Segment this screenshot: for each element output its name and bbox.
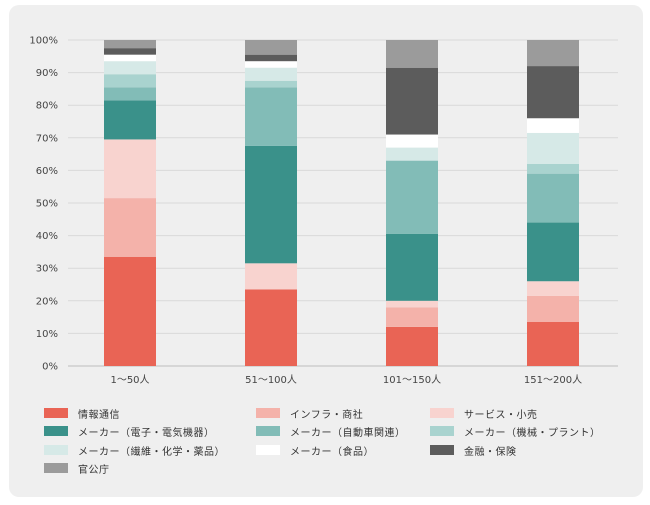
legend-item: メーカー（繊維・化学・薬品） bbox=[44, 443, 225, 458]
y-tick-label: 10% bbox=[36, 329, 58, 340]
bar-segment bbox=[386, 300, 438, 308]
legend-label: 官公庁 bbox=[78, 464, 110, 476]
legend-label: 情報通信 bbox=[78, 409, 120, 421]
legend-swatch bbox=[44, 463, 68, 473]
bar-segment bbox=[386, 307, 438, 327]
legend-item: 情報通信 bbox=[44, 406, 120, 421]
bar-segment bbox=[245, 263, 297, 290]
bar-segment bbox=[245, 61, 297, 68]
legend-swatch bbox=[430, 445, 454, 455]
x-axis-ticks: 1〜50人 51〜100人 101〜150人 151〜200人 bbox=[110, 374, 582, 386]
legend-label: メーカー（繊維・化学・薬品） bbox=[78, 446, 225, 458]
legend-item: メーカー（電子・電気機器） bbox=[44, 424, 215, 439]
bar-segment bbox=[527, 173, 579, 223]
bar-segment bbox=[386, 40, 438, 68]
bar-segment bbox=[104, 139, 156, 199]
legend-item: メーカー（食品） bbox=[256, 443, 374, 458]
bar-segment bbox=[245, 145, 297, 264]
bar-segment bbox=[245, 54, 297, 62]
bar-segment bbox=[245, 289, 297, 366]
legend-label: サービス・小売 bbox=[464, 409, 538, 421]
legend-item: サービス・小売 bbox=[430, 406, 538, 421]
bar-segment bbox=[386, 134, 438, 148]
bar-segment bbox=[245, 40, 297, 55]
y-axis-ticks: 0% 10% 20% 30% 40% 50% 60% 70% 80% 90% 100% bbox=[29, 36, 58, 373]
y-tick-label: 90% bbox=[36, 68, 58, 79]
bar-segment bbox=[386, 67, 438, 135]
bar-segment bbox=[386, 160, 438, 234]
y-tick-label: 80% bbox=[36, 101, 58, 112]
gridlines bbox=[68, 39, 618, 367]
y-tick-label: 30% bbox=[36, 264, 58, 275]
legend-label: 金融・保険 bbox=[464, 446, 517, 458]
legend-swatch bbox=[256, 408, 280, 418]
bar-segment bbox=[386, 233, 438, 301]
bar-segment bbox=[104, 40, 156, 49]
y-tick-label: 40% bbox=[36, 231, 58, 242]
bar-segment bbox=[386, 147, 438, 161]
y-tick-label: 20% bbox=[36, 296, 58, 307]
bar-segment bbox=[527, 295, 579, 322]
y-tick-label: 70% bbox=[36, 133, 58, 144]
bar-segment bbox=[527, 281, 579, 296]
bar-segment bbox=[527, 66, 579, 119]
bar-segment bbox=[104, 198, 156, 257]
bar-segment bbox=[104, 74, 156, 88]
legend-label: メーカー（機械・プラント） bbox=[464, 427, 601, 439]
bar-segment bbox=[245, 67, 297, 81]
legend-item: インフラ・商社 bbox=[256, 406, 364, 421]
legend-item: 金融・保険 bbox=[430, 443, 517, 458]
bar-segment bbox=[104, 48, 156, 55]
bar-segment bbox=[527, 163, 579, 174]
legend-swatch bbox=[430, 408, 454, 418]
bar-segment bbox=[245, 80, 297, 88]
legend-item: メーカー（自動車関連） bbox=[256, 424, 406, 439]
x-tick-label: 151〜200人 bbox=[524, 374, 582, 386]
legend-swatch bbox=[44, 445, 68, 455]
legend-label: メーカー（電子・電気機器） bbox=[78, 427, 215, 439]
legend-label: メーカー（食品） bbox=[290, 446, 374, 458]
y-tick-label: 50% bbox=[36, 199, 58, 210]
bar-segment bbox=[527, 40, 579, 67]
y-tick-label: 0% bbox=[42, 362, 58, 373]
legend-label: メーカー（自動車関連） bbox=[290, 427, 406, 439]
y-tick-label: 100% bbox=[29, 36, 58, 47]
x-tick-label: 1〜50人 bbox=[110, 374, 149, 386]
bar-segment bbox=[527, 132, 579, 164]
bar-segment bbox=[104, 61, 156, 75]
legend-swatch bbox=[430, 426, 454, 436]
bar-segment bbox=[104, 87, 156, 101]
x-tick-label: 51〜100人 bbox=[245, 374, 297, 386]
legend-swatch bbox=[44, 408, 68, 418]
bar-segment bbox=[104, 256, 156, 366]
legend-swatch bbox=[44, 426, 68, 436]
x-tick-label: 101〜150人 bbox=[383, 374, 441, 386]
bar-segment bbox=[104, 100, 156, 140]
legend-swatch bbox=[256, 426, 280, 436]
y-tick-label: 60% bbox=[36, 166, 58, 177]
bar-segment bbox=[104, 54, 156, 62]
legend-label: インフラ・商社 bbox=[290, 409, 364, 421]
legend-item: メーカー（機械・プラント） bbox=[430, 424, 601, 439]
bar-segment bbox=[527, 222, 579, 282]
bars bbox=[104, 40, 579, 366]
bar-segment bbox=[386, 326, 438, 366]
bar-segment bbox=[245, 87, 297, 146]
legend-item: 官公庁 bbox=[44, 461, 110, 476]
bar-segment bbox=[527, 118, 579, 133]
legend-swatch bbox=[256, 445, 280, 455]
bar-segment bbox=[527, 321, 579, 366]
